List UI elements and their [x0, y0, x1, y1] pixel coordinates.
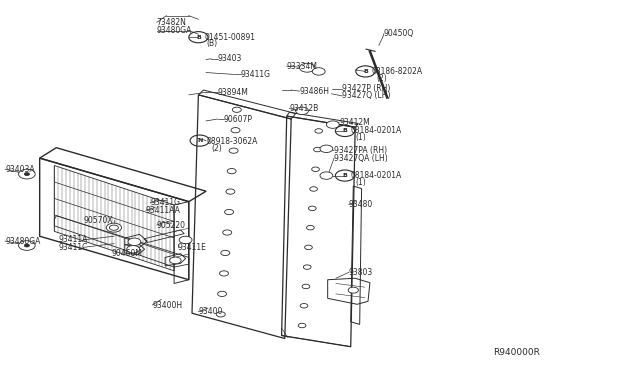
Text: 90450Q: 90450Q: [384, 29, 414, 38]
Text: B: B: [342, 173, 348, 178]
Circle shape: [223, 230, 232, 235]
Text: N: N: [197, 138, 202, 143]
Text: 93427Q (LH): 93427Q (LH): [342, 92, 391, 100]
Circle shape: [225, 209, 234, 215]
Circle shape: [298, 323, 306, 328]
Text: 93427QA (LH): 93427QA (LH): [334, 154, 388, 163]
Text: 93400: 93400: [198, 307, 223, 316]
Circle shape: [303, 265, 311, 269]
Circle shape: [24, 173, 29, 176]
Circle shape: [312, 68, 325, 75]
Text: B: B: [363, 69, 368, 74]
Circle shape: [170, 257, 181, 264]
Text: 93411AA: 93411AA: [146, 206, 180, 215]
Text: 93412B: 93412B: [289, 104, 319, 113]
Circle shape: [312, 167, 319, 171]
Circle shape: [300, 304, 308, 308]
Text: 905220: 905220: [157, 221, 186, 230]
Circle shape: [127, 246, 140, 253]
Circle shape: [227, 169, 236, 174]
Circle shape: [320, 145, 333, 153]
Circle shape: [320, 172, 333, 179]
Circle shape: [109, 225, 118, 230]
Circle shape: [106, 223, 122, 232]
Text: 01451-00891: 01451-00891: [205, 33, 256, 42]
Circle shape: [307, 225, 314, 230]
Text: 73482N: 73482N: [157, 18, 187, 27]
Circle shape: [218, 291, 227, 296]
Text: 93427P (RH): 93427P (RH): [342, 84, 391, 93]
Circle shape: [179, 236, 192, 244]
Circle shape: [302, 284, 310, 289]
Circle shape: [226, 189, 235, 194]
Circle shape: [296, 107, 308, 115]
Text: 90570X: 90570X: [83, 216, 113, 225]
Text: 93412M: 93412M: [339, 118, 370, 126]
Text: B: B: [196, 35, 201, 40]
Text: 93427PA (RH): 93427PA (RH): [334, 146, 387, 155]
Circle shape: [24, 244, 29, 247]
Text: B: B: [342, 128, 348, 134]
Text: (2): (2): [376, 74, 387, 83]
Circle shape: [300, 63, 315, 72]
Circle shape: [128, 238, 141, 246]
Text: (2): (2): [211, 144, 222, 153]
Text: 93400H: 93400H: [152, 301, 182, 310]
Text: 93411G: 93411G: [241, 70, 271, 79]
Text: 93403A: 93403A: [5, 165, 35, 174]
Circle shape: [231, 128, 240, 133]
Circle shape: [19, 241, 35, 250]
Text: 08918-3062A: 08918-3062A: [206, 137, 257, 146]
Text: 08184-0201A: 08184-0201A: [351, 126, 402, 135]
Text: (1): (1): [356, 133, 367, 142]
Text: (1): (1): [356, 178, 367, 187]
Text: 93411A: 93411A: [59, 235, 88, 244]
Text: 08184-0201A: 08184-0201A: [351, 171, 402, 180]
Circle shape: [308, 206, 316, 211]
Circle shape: [326, 121, 339, 128]
Circle shape: [310, 187, 317, 191]
Circle shape: [315, 129, 323, 133]
Text: 93894M: 93894M: [218, 88, 248, 97]
Circle shape: [314, 147, 321, 152]
Text: 93411C: 93411C: [59, 243, 88, 252]
Text: 90607P: 90607P: [224, 115, 253, 124]
Text: 93480: 93480: [349, 200, 373, 209]
Circle shape: [232, 107, 241, 112]
Circle shape: [221, 250, 230, 256]
Text: 93480GA: 93480GA: [5, 237, 40, 246]
Text: R940000R: R940000R: [493, 348, 540, 357]
Circle shape: [216, 312, 225, 317]
Text: (B): (B): [206, 39, 217, 48]
Text: 93403: 93403: [218, 54, 242, 63]
Text: 90460M: 90460M: [112, 249, 143, 258]
Circle shape: [19, 169, 35, 179]
Circle shape: [229, 148, 238, 153]
Circle shape: [220, 271, 228, 276]
Text: 93334M: 93334M: [287, 62, 317, 71]
Text: 93480GA: 93480GA: [157, 26, 192, 35]
Text: 93411E: 93411E: [178, 243, 207, 252]
Circle shape: [305, 245, 312, 250]
Text: 93411G: 93411G: [150, 198, 180, 207]
Text: 93803: 93803: [349, 268, 373, 277]
Circle shape: [348, 287, 358, 293]
Text: 93486H: 93486H: [300, 87, 330, 96]
Text: 08186-8202A: 08186-8202A: [371, 67, 422, 76]
